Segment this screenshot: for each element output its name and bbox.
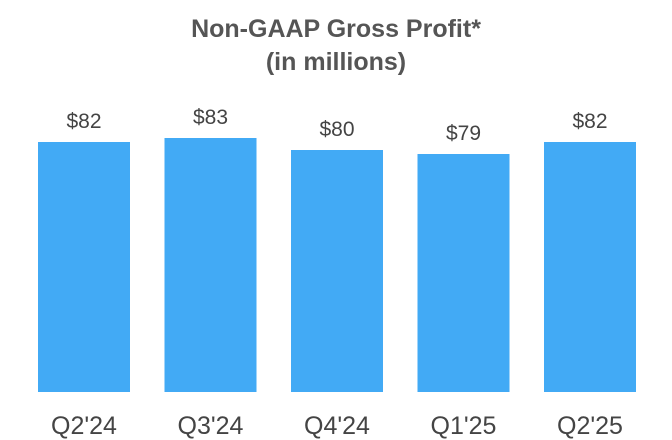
value-label: $82 bbox=[66, 110, 101, 133]
x-tick-label: Q2'24 bbox=[51, 412, 117, 440]
value-label: $80 bbox=[319, 118, 354, 141]
bar-q4-24 bbox=[291, 150, 383, 392]
chart-subtitle: (in millions) bbox=[265, 48, 407, 76]
x-tick-label: Q4'24 bbox=[304, 412, 370, 440]
bar-q1-25 bbox=[417, 154, 510, 392]
x-tick-label: Q1'25 bbox=[431, 412, 497, 440]
x-tick-label: Q3'24 bbox=[178, 412, 244, 440]
value-label: $79 bbox=[446, 122, 481, 145]
chart-title: Non-GAAP Gross Profit* bbox=[191, 15, 481, 43]
value-label: $83 bbox=[193, 106, 228, 129]
value-label: $82 bbox=[572, 110, 607, 133]
x-tick-label: Q2'25 bbox=[557, 412, 623, 440]
bar-q3-24 bbox=[164, 138, 257, 392]
bar-q2-24 bbox=[38, 142, 130, 392]
bar-q2-25 bbox=[544, 142, 636, 392]
